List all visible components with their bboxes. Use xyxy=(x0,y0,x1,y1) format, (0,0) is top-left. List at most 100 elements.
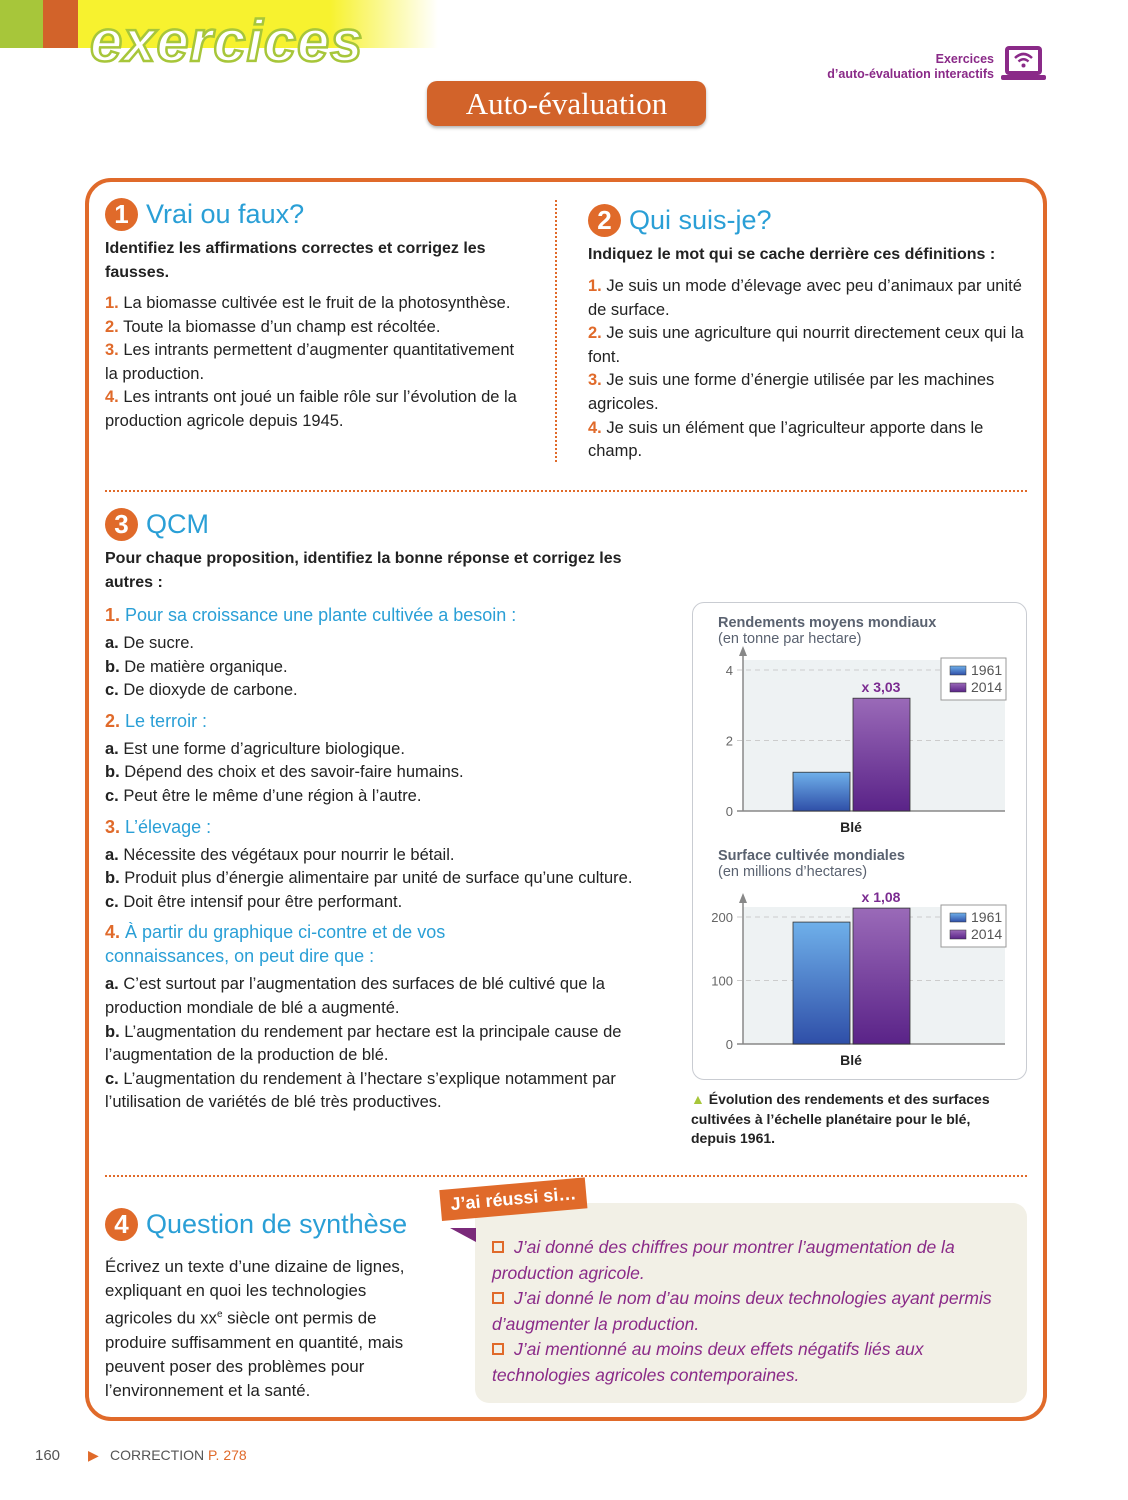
x-tick-label: Blé xyxy=(840,1052,862,1068)
legend xyxy=(940,904,1007,948)
interactive-line2: d’auto-évaluation interactifs xyxy=(827,67,994,81)
item-number: 2. xyxy=(588,324,602,343)
checkbox-icon xyxy=(492,1241,504,1253)
checkbox-icon xyxy=(492,1292,504,1304)
section-title: Qui suis-je? xyxy=(629,205,772,235)
legend-label: 2014 xyxy=(971,679,1002,695)
answer-option: a. Nécessite des végétaux pour nourrir l… xyxy=(105,845,455,864)
answer-option: b. Produit plus d’énergie alimentaire pa… xyxy=(105,869,633,888)
y-tick-label: 4 xyxy=(726,663,733,678)
list-item: 2. Je suis une agriculture qui nourrit d… xyxy=(588,322,1028,369)
legend xyxy=(940,657,1007,701)
answer-option: b. L’augmentation du rendement par hecta… xyxy=(105,1022,622,1065)
list-item: 1. La biomasse cultivée est le fruit de … xyxy=(105,292,530,316)
answer-option: c. Doit être intensif pour être performa… xyxy=(105,892,403,911)
charts-svg: Rendements moyens mondiaux(en tonne par … xyxy=(711,615,1007,1068)
item-text: Toute la biomasse d’un champ est récolté… xyxy=(123,317,441,336)
section-title: Question de synthèse xyxy=(146,1209,408,1239)
item-text: Je suis un mode d’élevage avec peu d’ani… xyxy=(588,277,1022,319)
correction-link[interactable]: CORRECTION P. 278 xyxy=(110,1447,247,1463)
auto-evaluation-badge: Auto-évaluation xyxy=(427,81,706,126)
legend-swatch xyxy=(949,912,967,923)
answer-option: a. C’est surtout par l’augmentation des … xyxy=(105,975,605,1017)
item-number: 4. xyxy=(588,418,602,437)
horizontal-divider xyxy=(105,1175,1027,1177)
item-text: Je suis une forme d’énergie utilisée par… xyxy=(588,371,995,413)
list-item: 4. Je suis un élément que l’agriculteur … xyxy=(588,417,1028,464)
header-green-band xyxy=(0,0,43,48)
item-text: Je suis une agriculture qui nourrit dire… xyxy=(588,324,1024,366)
answer-option: b. De matière organique. xyxy=(105,657,288,676)
y-axis-arrow xyxy=(739,646,747,656)
tag-fold xyxy=(450,1228,476,1242)
y-tick-label: 2 xyxy=(726,734,733,749)
item-number: 4. xyxy=(105,388,119,407)
checklist-item: J’ai donné des chiffres pour montrer l’a… xyxy=(492,1237,955,1283)
answer-option: c. Peut être le même d’une région à l’au… xyxy=(105,786,422,805)
legend-label: 1961 xyxy=(971,662,1002,678)
answer-option: a. Est une forme d’agriculture biologiqu… xyxy=(105,739,405,758)
section-number: 2 xyxy=(588,204,621,237)
checkbox-icon xyxy=(492,1343,504,1355)
page-title: exercices xyxy=(89,8,364,76)
y-axis-arrow xyxy=(739,893,747,903)
list-item: 2. Toute la biomasse d’un champ est réco… xyxy=(105,316,530,340)
question: 1. Pour sa croissance une plante cultivé… xyxy=(105,605,517,625)
list-item: 1. Je suis un mode d’élevage avec peu d’… xyxy=(588,275,1028,322)
legend-label: 2014 xyxy=(971,926,1002,942)
instruction: Indiquez le mot qui se cache derrière ce… xyxy=(588,246,996,263)
y-tick-label: 0 xyxy=(726,1037,733,1052)
bar-2014 xyxy=(852,697,911,812)
section-title: QCM xyxy=(146,509,209,539)
y-tick-label: 0 xyxy=(726,804,733,819)
triangle-icon: ▲ xyxy=(691,1091,705,1107)
item-number: 1. xyxy=(105,294,119,312)
legend-swatch xyxy=(949,682,967,693)
chart-subtitle: (en tonne par hectare) xyxy=(718,631,861,647)
item-number: 2. xyxy=(105,317,119,336)
instruction: Identifiez les affirmations correctes et… xyxy=(105,240,486,281)
section-vrai-ou-faux: 1 Vrai ou faux? Identifiez les affirmatio… xyxy=(105,198,530,434)
section-qui-suis-je: 2 Qui suis-je? Indiquez le mot qui se cac… xyxy=(588,204,1028,464)
header-orange-band xyxy=(43,0,78,48)
chart-title: Surface cultivée mondiales xyxy=(718,848,905,864)
legend-swatch xyxy=(949,665,967,676)
interactive-exercises-link[interactable]: Exercices d’auto-évaluation interactifs xyxy=(827,52,994,82)
item-number: 3. xyxy=(588,371,602,390)
question: 4. À partir du graphique ci-contre et de… xyxy=(105,922,446,967)
answer-option: c. L’augmentation du rendement à l’hecta… xyxy=(105,1069,616,1112)
item-text: Les intrants ont joué un faible rôle sur… xyxy=(105,388,517,430)
horizontal-divider xyxy=(105,490,1027,492)
list-item: 3. Les intrants permettent d’augmenter q… xyxy=(105,339,530,386)
section-qcm: 3 QCM Pour chaque proposition, identifiez… xyxy=(105,508,660,1115)
item-text: Les intrants permettent d’augmenter quan… xyxy=(105,341,515,383)
chart-title: Rendements moyens mondiaux xyxy=(718,615,936,631)
section-number: 3 xyxy=(105,508,138,541)
section-number: 4 xyxy=(105,1208,138,1241)
y-tick-label: 100 xyxy=(711,974,733,989)
header-yellow-band xyxy=(78,0,438,48)
page-number: 160 xyxy=(35,1447,61,1464)
play-icon: ▶ xyxy=(88,1447,99,1463)
instruction: Pour chaque proposition, identifiez la b… xyxy=(105,550,622,591)
vertical-divider xyxy=(555,200,557,462)
checklist-item: J’ai donné le nom d’au moins deux techno… xyxy=(492,1288,992,1334)
bar-1961 xyxy=(792,921,851,1045)
chart-caption: ▲ Évolution des rendements et des surfac… xyxy=(691,1090,1011,1149)
section-number: 1 xyxy=(105,198,138,231)
chart-panel: Rendements moyens mondiaux (en tonne par … xyxy=(692,602,1027,1080)
answer-option: b. Dépend des choix et des savoir-faire … xyxy=(105,763,464,782)
item-number: 1. xyxy=(588,277,602,295)
section-title: Vrai ou faux? xyxy=(146,199,305,229)
item-text: Je suis un élément que l’agriculteur app… xyxy=(588,418,984,461)
x-tick-label: Blé xyxy=(840,819,862,835)
item-number: 3. xyxy=(105,341,119,360)
answer-option: c. De dioxyde de carbone. xyxy=(105,681,298,700)
exercise-frame xyxy=(85,178,1047,1421)
legend-swatch xyxy=(949,929,967,940)
tablet-wifi-icon[interactable] xyxy=(1001,45,1046,81)
interactive-line1: Exercices xyxy=(935,52,994,66)
synthese-text: Écrivez un texte d’une dizaine de lignes… xyxy=(105,1257,405,1400)
bar-annotation: x 3,03 xyxy=(862,679,901,695)
section-synthese: 4 Question de synthèse Écrivez un texte d… xyxy=(105,1208,430,1403)
